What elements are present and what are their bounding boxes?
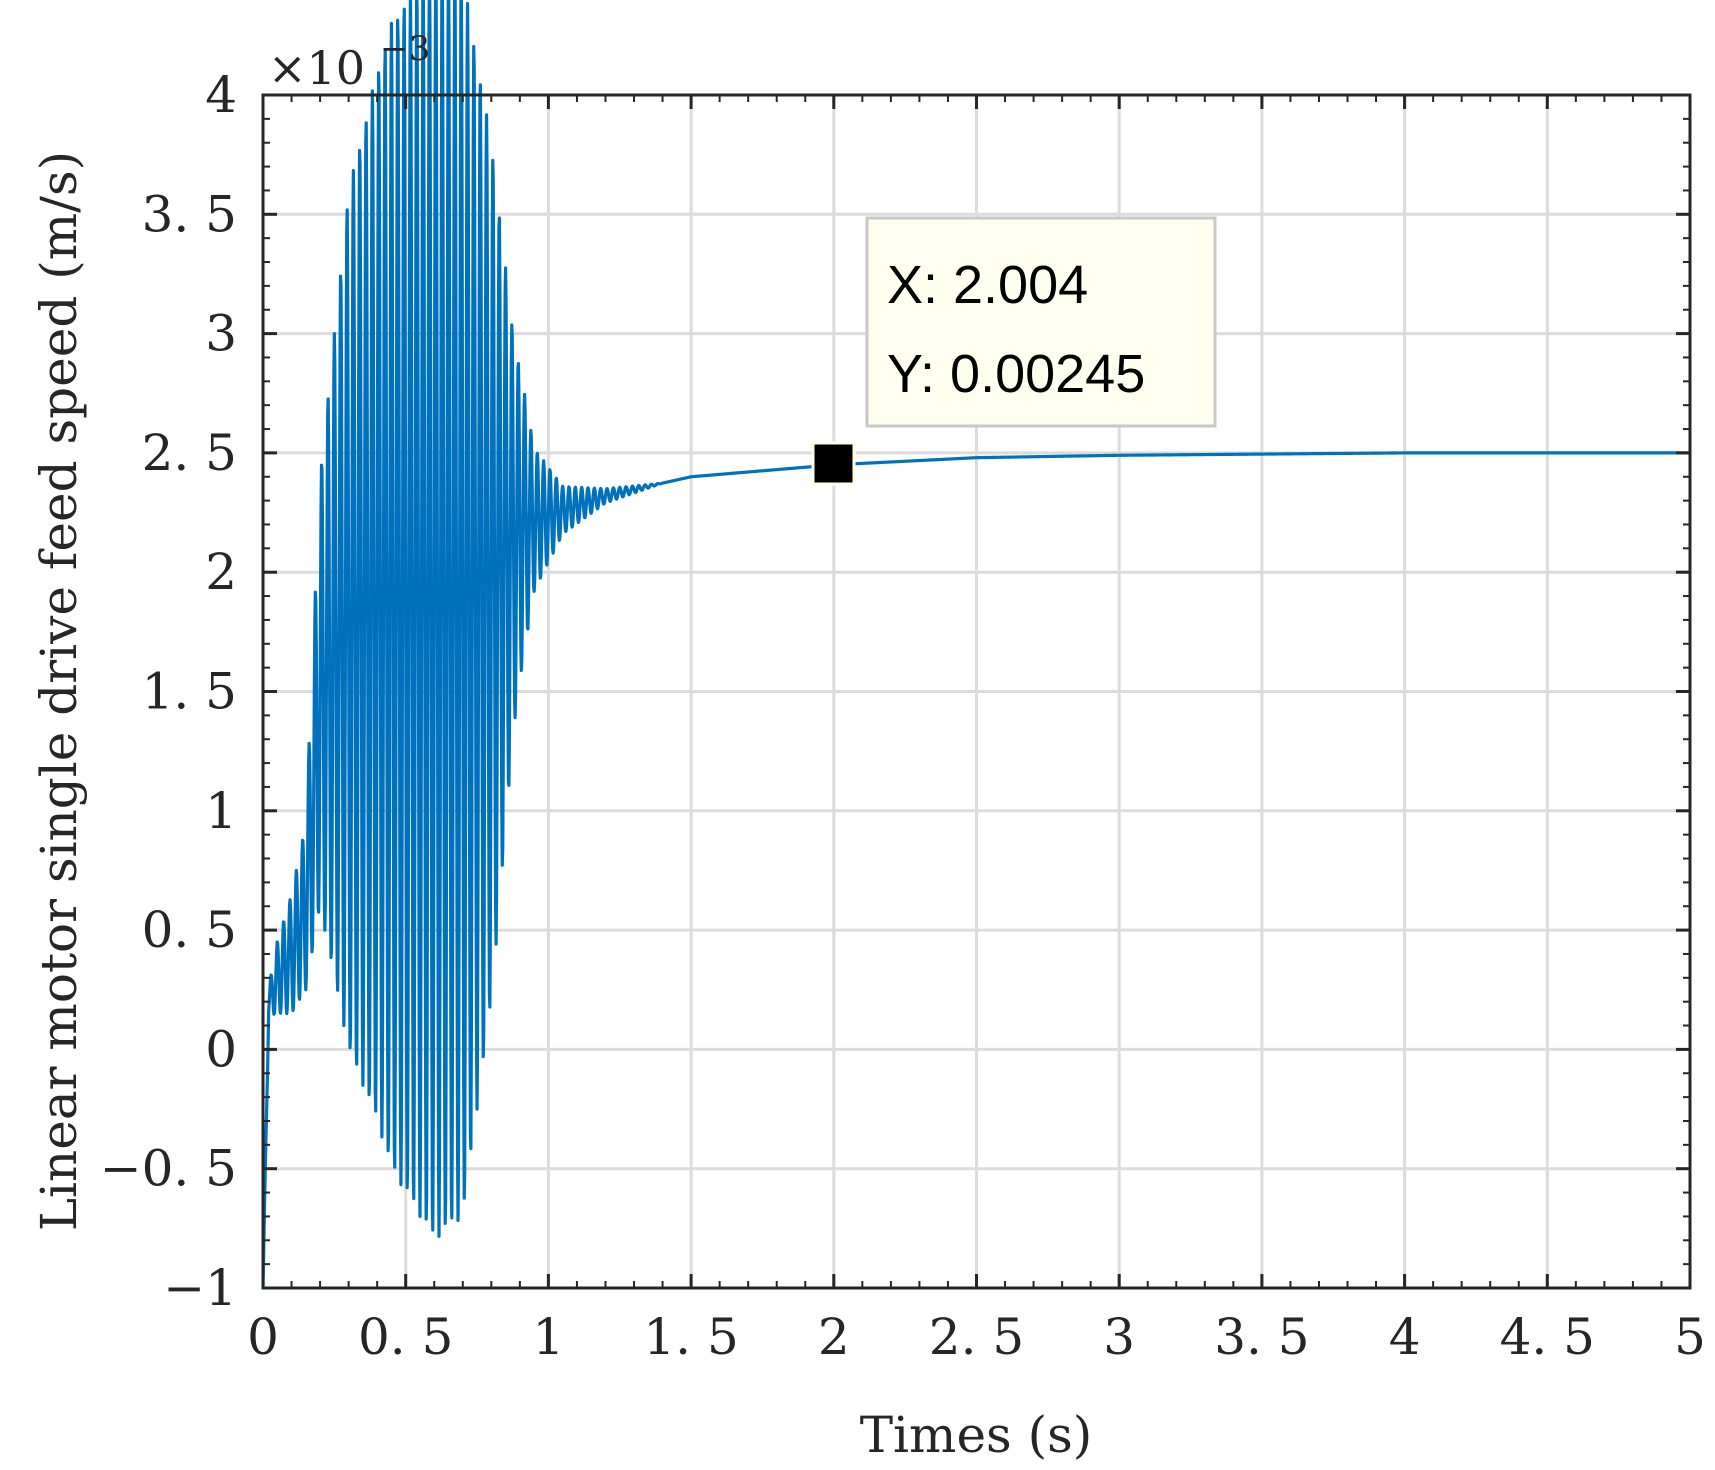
x-tick-label: 2. 5 <box>929 1308 1024 1366</box>
x-tick-label: 4. 5 <box>1500 1308 1595 1366</box>
x-tick-label: 2 <box>818 1308 850 1366</box>
series-group <box>261 0 1692 1289</box>
y-exponent-base: ×10 <box>268 41 365 95</box>
ticks <box>261 93 1692 1290</box>
datatip-marker[interactable] <box>811 441 856 486</box>
y-tick-label: 1 <box>205 782 237 840</box>
x-tick-label: 3. 5 <box>1214 1308 1309 1366</box>
x-axis-label: Times (s) <box>860 1406 1093 1464</box>
y-tick-label: 3 <box>205 305 237 363</box>
y-tick-label: 1. 5 <box>142 663 237 721</box>
x-tick-label: 0. 5 <box>358 1308 453 1366</box>
y-tick-label: −0. 5 <box>100 1140 237 1198</box>
tick-labels: 0 0. 5 1 1. 5 2 2. 5 3 3. 5 4 4. 5 5 −1 −0. 5 0 0. 5 1 1… <box>100 66 1706 1366</box>
series-line <box>261 0 1692 1289</box>
y-tick-label: 0. 5 <box>142 901 237 959</box>
y-tick-label: −1 <box>163 1259 237 1317</box>
y-exponent: ×10 −3 <box>268 29 430 95</box>
y-exponent-power: −3 <box>380 29 430 69</box>
y-tick-label: 2 <box>205 543 237 601</box>
plot-area <box>261 0 1692 1290</box>
y-tick-label: 2. 5 <box>142 424 237 482</box>
y-axis-label: Linear motor single drive feed speed (m/… <box>30 151 88 1231</box>
x-tick-label: 5 <box>1674 1308 1706 1366</box>
x-tick-label: 1 <box>532 1308 564 1366</box>
datatip-box <box>865 216 1217 428</box>
x-tick-label: 3 <box>1103 1308 1135 1366</box>
datatip-y-text: Y: 0.00245 <box>887 344 1145 404</box>
datatip-x-text: X: 2.004 <box>887 255 1088 315</box>
y-tick-label: 3. 5 <box>142 185 237 243</box>
y-tick-label: 4 <box>205 66 237 124</box>
x-tick-label: 0 <box>247 1308 279 1366</box>
x-tick-label: 1. 5 <box>643 1308 738 1366</box>
datatip[interactable]: X: 2.004 Y: 0.00245 <box>811 216 1217 486</box>
x-tick-label: 4 <box>1389 1308 1421 1366</box>
y-tick-label: 0 <box>205 1020 237 1078</box>
